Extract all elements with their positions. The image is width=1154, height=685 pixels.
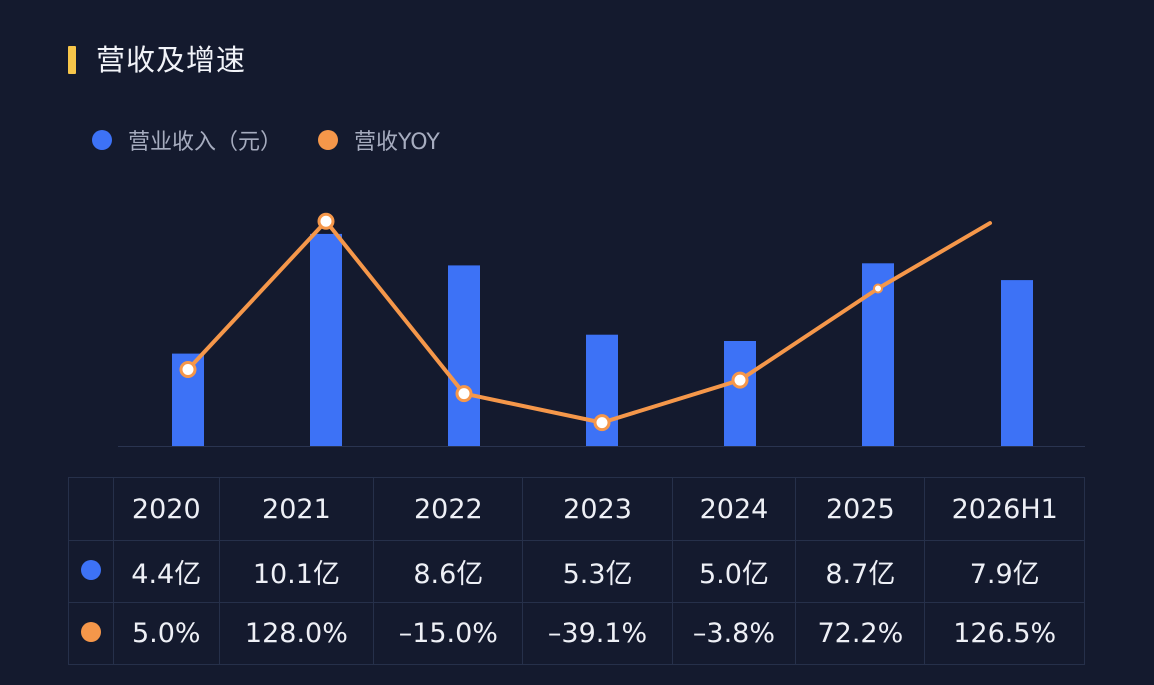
table-header-cell: 2024 bbox=[671, 477, 797, 541]
table-header-row: 2020 2021 2022 2023 2024 2025 2026H1 bbox=[68, 477, 1085, 541]
yoy-cell: 126.5% bbox=[924, 602, 1085, 665]
yoy-dot-icon bbox=[81, 622, 101, 642]
revenue-cell: 7.9亿 bbox=[924, 540, 1085, 603]
legend-label-yoy: 营收YOY bbox=[354, 130, 440, 155]
table-corner-cell bbox=[68, 477, 114, 541]
yoy-point[interactable] bbox=[317, 212, 335, 230]
yoy-point[interactable] bbox=[455, 385, 473, 403]
yoy-point[interactable] bbox=[731, 371, 749, 389]
legend-item-revenue[interactable]: 营业收入（元） bbox=[92, 124, 282, 156]
table-header-cell: 2021 bbox=[218, 477, 375, 541]
yoy-cell: –15.0% bbox=[373, 602, 524, 665]
table-row-yoy: 5.0% 128.0% –15.0% –39.1% –3.8% 72.2% 12… bbox=[68, 602, 1085, 665]
revenue-bar[interactable] bbox=[310, 233, 342, 446]
revenue-cell: 10.1亿 bbox=[218, 540, 375, 603]
data-table: 2020 2021 2022 2023 2024 2025 2026H1 4.4… bbox=[68, 477, 1085, 665]
revenue-bar[interactable] bbox=[448, 265, 480, 446]
yoy-row-marker bbox=[68, 602, 114, 665]
table-header-cell: 2026H1 bbox=[924, 477, 1085, 541]
table-row-revenue: 4.4亿 10.1亿 8.6亿 5.3亿 5.0亿 8.7亿 7.9亿 bbox=[68, 540, 1085, 603]
legend: 营业收入（元） 营收YOY bbox=[92, 124, 476, 156]
revenue-cell: 4.4亿 bbox=[113, 540, 220, 603]
title-accent-bar bbox=[68, 46, 76, 74]
yoy-point[interactable] bbox=[593, 414, 611, 432]
table-header-cell: 2020 bbox=[113, 477, 220, 541]
yoy-point[interactable] bbox=[873, 283, 883, 294]
yoy-cell: –3.8% bbox=[671, 602, 797, 665]
yoy-point[interactable] bbox=[179, 360, 197, 378]
revenue-cell: 5.3亿 bbox=[522, 540, 673, 603]
legend-label-revenue: 营业收入（元） bbox=[128, 130, 283, 155]
legend-item-yoy[interactable]: 营收YOY bbox=[318, 124, 440, 156]
legend-dot-revenue bbox=[92, 130, 112, 150]
revenue-row-marker bbox=[68, 540, 114, 603]
yoy-cell: 5.0% bbox=[113, 602, 220, 665]
yoy-cell: –39.1% bbox=[522, 602, 673, 665]
yoy-cell: 128.0% bbox=[218, 602, 375, 665]
chart-plot bbox=[118, 212, 1085, 447]
table-header-cell: 2025 bbox=[795, 477, 926, 541]
yoy-cell: 72.2% bbox=[795, 602, 926, 665]
revenue-cell: 8.7亿 bbox=[795, 540, 926, 603]
table-header-cell: 2023 bbox=[522, 477, 673, 541]
legend-dot-yoy bbox=[318, 130, 339, 150]
revenue-cell: 5.0亿 bbox=[671, 540, 797, 603]
revenue-bar[interactable] bbox=[1001, 280, 1033, 446]
revenue-cell: 8.6亿 bbox=[373, 540, 524, 603]
revenue-bar[interactable] bbox=[724, 341, 756, 446]
chart-title: 营收及增速 bbox=[96, 43, 247, 77]
revenue-dot-icon bbox=[81, 560, 101, 580]
table-header-cell: 2022 bbox=[373, 477, 524, 541]
